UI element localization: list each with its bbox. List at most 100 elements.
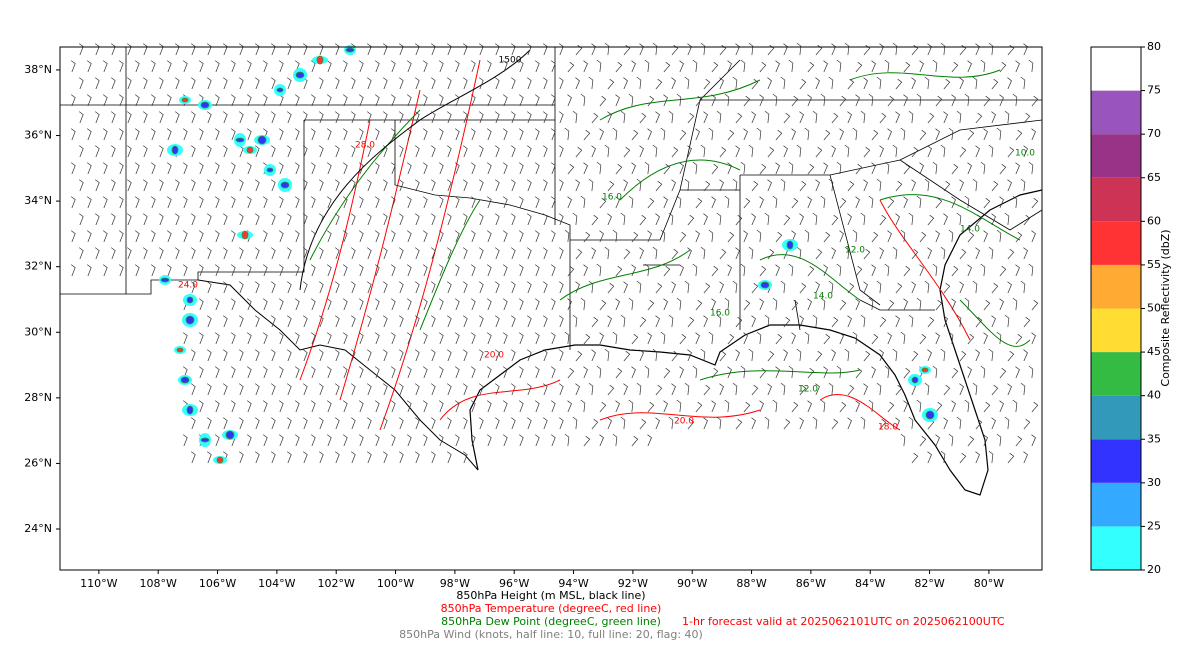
barb — [198, 60, 204, 73]
barb — [599, 95, 607, 107]
barb — [775, 129, 783, 141]
barb — [270, 315, 276, 328]
x-tick-label: 98°W — [440, 577, 470, 590]
barb — [390, 230, 396, 243]
barb — [318, 247, 324, 260]
barb — [510, 315, 516, 328]
barb — [486, 230, 492, 243]
barb — [350, 451, 356, 464]
barb — [166, 196, 172, 209]
barb — [414, 213, 420, 226]
colorbar-tick-label: 70 — [1147, 127, 1161, 140]
barb — [575, 44, 583, 56]
barb — [134, 162, 140, 175]
barb — [956, 110, 962, 124]
barb — [230, 230, 236, 243]
barb — [318, 77, 324, 90]
barb — [302, 145, 308, 158]
echo-core — [921, 367, 929, 373]
barb — [318, 451, 324, 464]
barb — [716, 416, 722, 430]
barb — [198, 196, 204, 209]
barb — [572, 212, 578, 226]
barb — [639, 349, 644, 362]
barb — [358, 264, 364, 277]
barb — [903, 367, 911, 379]
barb — [222, 179, 228, 192]
barb — [510, 349, 516, 362]
contour-label: 12.0 — [798, 385, 818, 395]
barb — [815, 146, 823, 158]
barb — [382, 451, 388, 464]
barb — [799, 78, 807, 90]
barb — [892, 42, 898, 56]
contour-label: 16.0 — [710, 309, 730, 319]
barb — [975, 418, 983, 430]
barb — [852, 331, 858, 345]
barb — [668, 314, 674, 328]
barb — [676, 93, 682, 107]
barb — [972, 76, 978, 90]
barb — [884, 59, 890, 73]
barb — [190, 213, 196, 226]
barb — [318, 417, 324, 430]
barb — [398, 451, 404, 464]
barb — [518, 230, 524, 243]
barb — [174, 77, 180, 90]
barb — [964, 195, 970, 209]
barb — [975, 145, 980, 158]
barb — [438, 366, 444, 379]
barb — [716, 212, 722, 226]
colorbar-band — [1091, 439, 1141, 483]
barb — [567, 400, 572, 413]
barb — [190, 77, 196, 90]
barb — [502, 366, 508, 379]
barb — [583, 162, 588, 175]
barb — [783, 316, 791, 328]
barb — [927, 214, 935, 226]
barb — [206, 111, 212, 124]
barb — [951, 196, 956, 209]
barb — [142, 111, 148, 124]
barb — [839, 95, 847, 107]
barb — [983, 95, 991, 107]
barb — [596, 161, 602, 175]
barb — [110, 111, 116, 124]
barb — [422, 128, 428, 141]
barb — [350, 281, 356, 294]
barb — [972, 280, 978, 294]
y-tick-label: 38°N — [24, 63, 52, 76]
barb — [772, 399, 778, 413]
barb — [911, 350, 919, 362]
barb — [422, 332, 428, 345]
echo-core — [316, 55, 324, 65]
barb — [414, 417, 420, 430]
barb — [222, 383, 228, 396]
caption: 850hPa Height (m MSL, black line)850hPa … — [399, 589, 1005, 641]
barb — [767, 44, 775, 56]
barb — [788, 59, 794, 73]
barb — [486, 400, 492, 413]
barb — [999, 196, 1004, 209]
barb — [558, 281, 564, 294]
barb — [575, 248, 583, 260]
barb — [767, 350, 775, 362]
barb — [70, 94, 76, 107]
barb — [716, 314, 722, 328]
barb — [86, 196, 92, 209]
barb — [983, 128, 988, 141]
barb — [1004, 416, 1010, 430]
barb — [1012, 297, 1018, 311]
barb — [142, 77, 148, 90]
barb — [612, 331, 618, 345]
barb — [951, 94, 956, 107]
barb — [118, 196, 124, 209]
barb — [916, 195, 922, 209]
barb — [663, 265, 671, 277]
barb — [751, 213, 756, 226]
barb — [150, 196, 156, 209]
barb — [812, 314, 818, 328]
barb — [286, 451, 292, 464]
barb — [812, 110, 818, 124]
barb — [860, 314, 866, 328]
